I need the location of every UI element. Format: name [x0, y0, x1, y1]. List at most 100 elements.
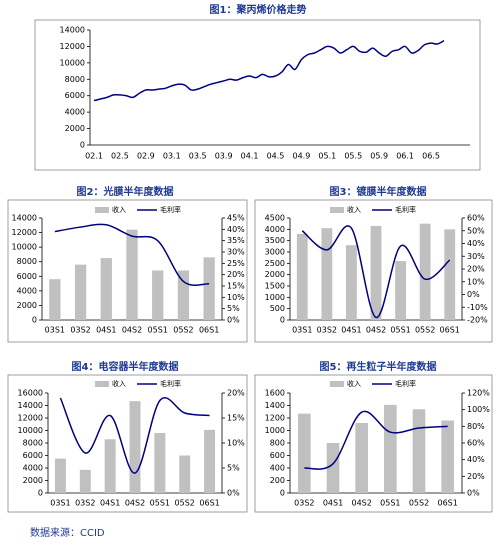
y-tick-label: 1200	[265, 414, 285, 423]
bar	[346, 245, 357, 320]
legend-swatch	[330, 381, 344, 387]
x-tick-label: 05S2	[415, 326, 435, 335]
y2-tick-label: -10%	[467, 303, 488, 312]
chart-title: 图1：聚丙烯价格走势	[210, 3, 307, 16]
legend-label: 收入	[347, 205, 361, 214]
y2-tick-label: 40%	[467, 239, 485, 248]
bar	[204, 429, 216, 493]
chart-frame	[7, 199, 248, 343]
y2-tick-label: 25%	[227, 259, 245, 268]
line	[304, 410, 448, 470]
bar	[79, 469, 91, 493]
x-tick-label: 04S2	[125, 499, 145, 508]
x-tick-label: 02.5	[111, 152, 129, 161]
chart-frame	[254, 199, 493, 343]
x-tick-label: 04S1	[323, 499, 343, 508]
bar	[177, 270, 190, 320]
bar	[152, 270, 164, 320]
y2-tick-label: 40%	[467, 455, 485, 464]
y-tick-label: 1000	[265, 293, 285, 302]
y2-tick-label: 0%	[227, 489, 240, 498]
x-tick-label: 04.9	[293, 152, 311, 161]
y-tick-label: 2000	[265, 270, 285, 279]
y-tick-label: 14000	[18, 401, 43, 410]
y2-tick-label: 35%	[227, 236, 245, 245]
legend-swatch	[95, 381, 109, 387]
chart-title: 图3：镀膜半年度数据	[330, 185, 427, 198]
x-tick-label: 03S1	[50, 499, 70, 508]
y-tick-label: 6000	[17, 272, 37, 281]
y-tick-label: 8000	[23, 439, 43, 448]
line	[301, 225, 451, 319]
y-tick-label: 400	[270, 464, 285, 473]
bar	[49, 279, 61, 320]
x-tick-label: 04S2	[122, 326, 142, 335]
y2-tick-label: 20%	[227, 270, 245, 279]
x-tick-label: 05.5	[344, 152, 362, 161]
x-tick-label: 04S1	[341, 326, 361, 335]
bar	[298, 413, 311, 493]
chart-title: 图5：再生粒子半年度数据	[320, 360, 437, 373]
legend-label: 收入	[112, 205, 126, 214]
y-tick-label: 10000	[60, 58, 85, 67]
x-tick-label: 03S1	[45, 326, 65, 335]
y-tick-label: 0	[280, 316, 285, 325]
y-tick-label: 2000	[65, 124, 85, 133]
bar	[296, 233, 308, 320]
x-tick-label: 06.1	[396, 152, 414, 161]
y-tick-label: 12000	[18, 414, 43, 423]
y2-tick-label: 20%	[227, 389, 245, 398]
x-tick-label: 06.5	[422, 152, 440, 161]
bar	[370, 225, 382, 320]
y2-tick-label: 5%	[227, 464, 240, 473]
y-tick-label: 8000	[65, 75, 85, 84]
y-tick-label: 3500	[265, 236, 285, 245]
x-tick-label: 05S1	[150, 499, 170, 508]
y-tick-label: 1600	[265, 389, 285, 398]
y2-tick-label: 10%	[227, 293, 245, 302]
y-tick-label: 500	[270, 304, 285, 313]
y-tick-label: 4500	[265, 214, 285, 223]
bar	[384, 404, 397, 493]
x-tick-label: 05S1	[380, 499, 400, 508]
y2-tick-label: 0%	[467, 489, 480, 498]
x-tick-label: 03S2	[294, 499, 314, 508]
legend-swatch	[95, 207, 109, 213]
chart-title: 图4：电容器半年度数据	[72, 360, 179, 373]
y-tick-label: 10000	[12, 243, 37, 252]
x-tick-label: 03S2	[75, 499, 95, 508]
y2-tick-label: 10%	[227, 439, 245, 448]
y-tick-label: 12000	[60, 42, 85, 51]
y-tick-label: 8000	[17, 257, 37, 266]
bar	[129, 401, 141, 493]
y-tick-label: 1400	[265, 401, 285, 410]
bar	[179, 455, 191, 493]
y2-tick-label: 20%	[467, 472, 485, 481]
y-tick-label: 6000	[23, 451, 43, 460]
y2-tick-label: 30%	[227, 248, 245, 257]
y2-tick-label: 10%	[467, 277, 485, 286]
y-tick-label: 1000	[265, 426, 285, 435]
y-tick-label: 200	[270, 476, 285, 485]
bar	[441, 420, 454, 493]
y2-tick-label: 45%	[227, 214, 245, 223]
x-tick-label: 04.1	[241, 152, 259, 161]
bar	[412, 409, 426, 493]
y-tick-label: 10000	[18, 426, 43, 435]
legend-label: 毛利率	[395, 379, 416, 388]
y-tick-label: 0	[32, 316, 37, 325]
bar	[100, 258, 112, 320]
y-tick-label: 0	[38, 489, 43, 498]
chart-title: 图2：光膜半年度数据	[77, 185, 174, 198]
legend-label: 收入	[347, 379, 361, 388]
source-note: 数据来源：CCID	[30, 526, 105, 539]
legend-label: 收入	[112, 379, 126, 388]
bar	[321, 228, 333, 320]
x-tick-label: 04S1	[100, 499, 120, 508]
y-tick-label: 16000	[18, 389, 43, 398]
x-tick-label: 06S1	[440, 326, 460, 335]
bar	[419, 223, 431, 320]
bar	[154, 433, 166, 493]
x-tick-label: 03S2	[317, 326, 337, 335]
